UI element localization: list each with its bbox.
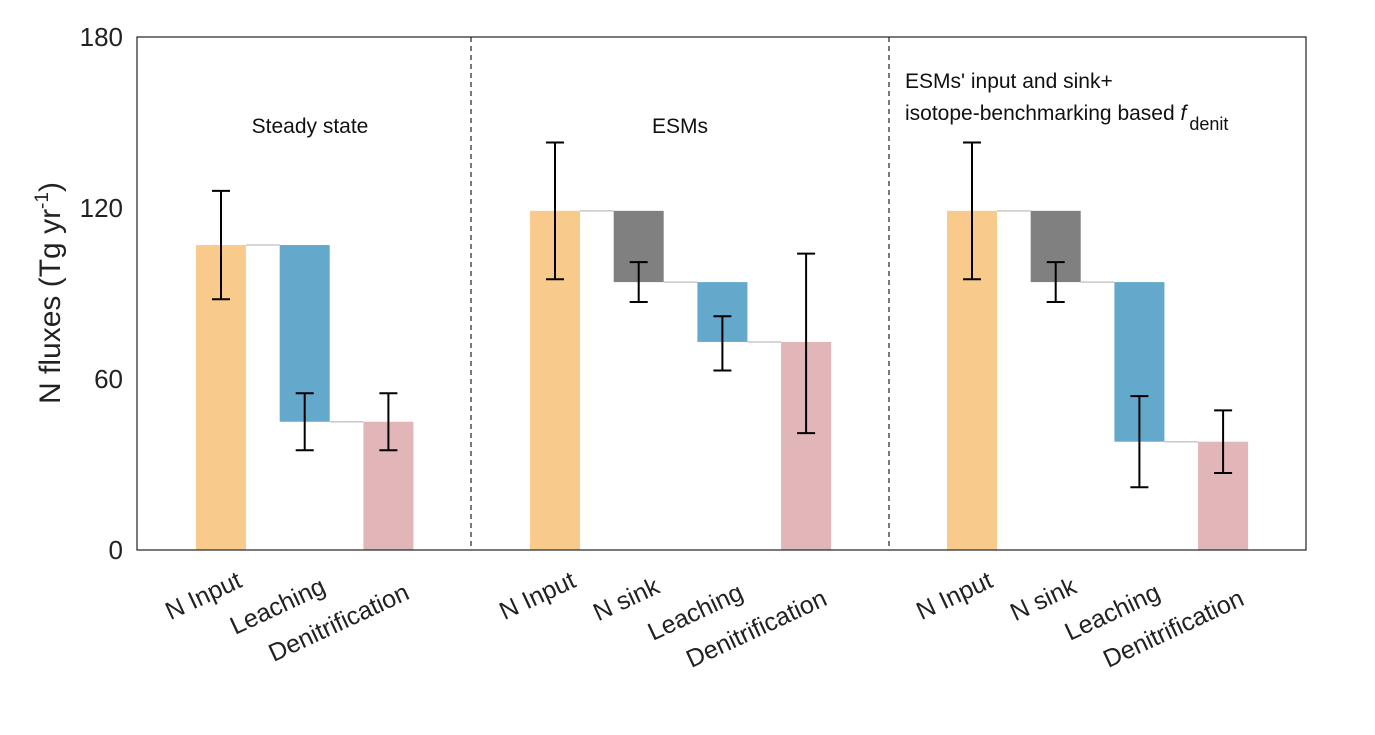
x-tick-label: N Input bbox=[912, 566, 997, 625]
y-tick-label: 0 bbox=[109, 535, 123, 565]
plot-frame bbox=[136, 36, 1307, 551]
y-tick-label: 180 bbox=[80, 22, 123, 52]
y-tick-label: 120 bbox=[80, 193, 123, 223]
y-tick-label: 60 bbox=[94, 364, 123, 394]
panel-title-line: ESMs' input and sink+ bbox=[905, 70, 1113, 93]
panel-title-line: isotope-benchmarking based f denit bbox=[905, 102, 1228, 134]
x-tick-label: N Input bbox=[495, 566, 580, 625]
y-axis-label: N fluxes (Tg yr-1) bbox=[32, 182, 67, 404]
panel-title: Steady state bbox=[252, 115, 369, 138]
panel-title: ESMs bbox=[652, 115, 708, 138]
